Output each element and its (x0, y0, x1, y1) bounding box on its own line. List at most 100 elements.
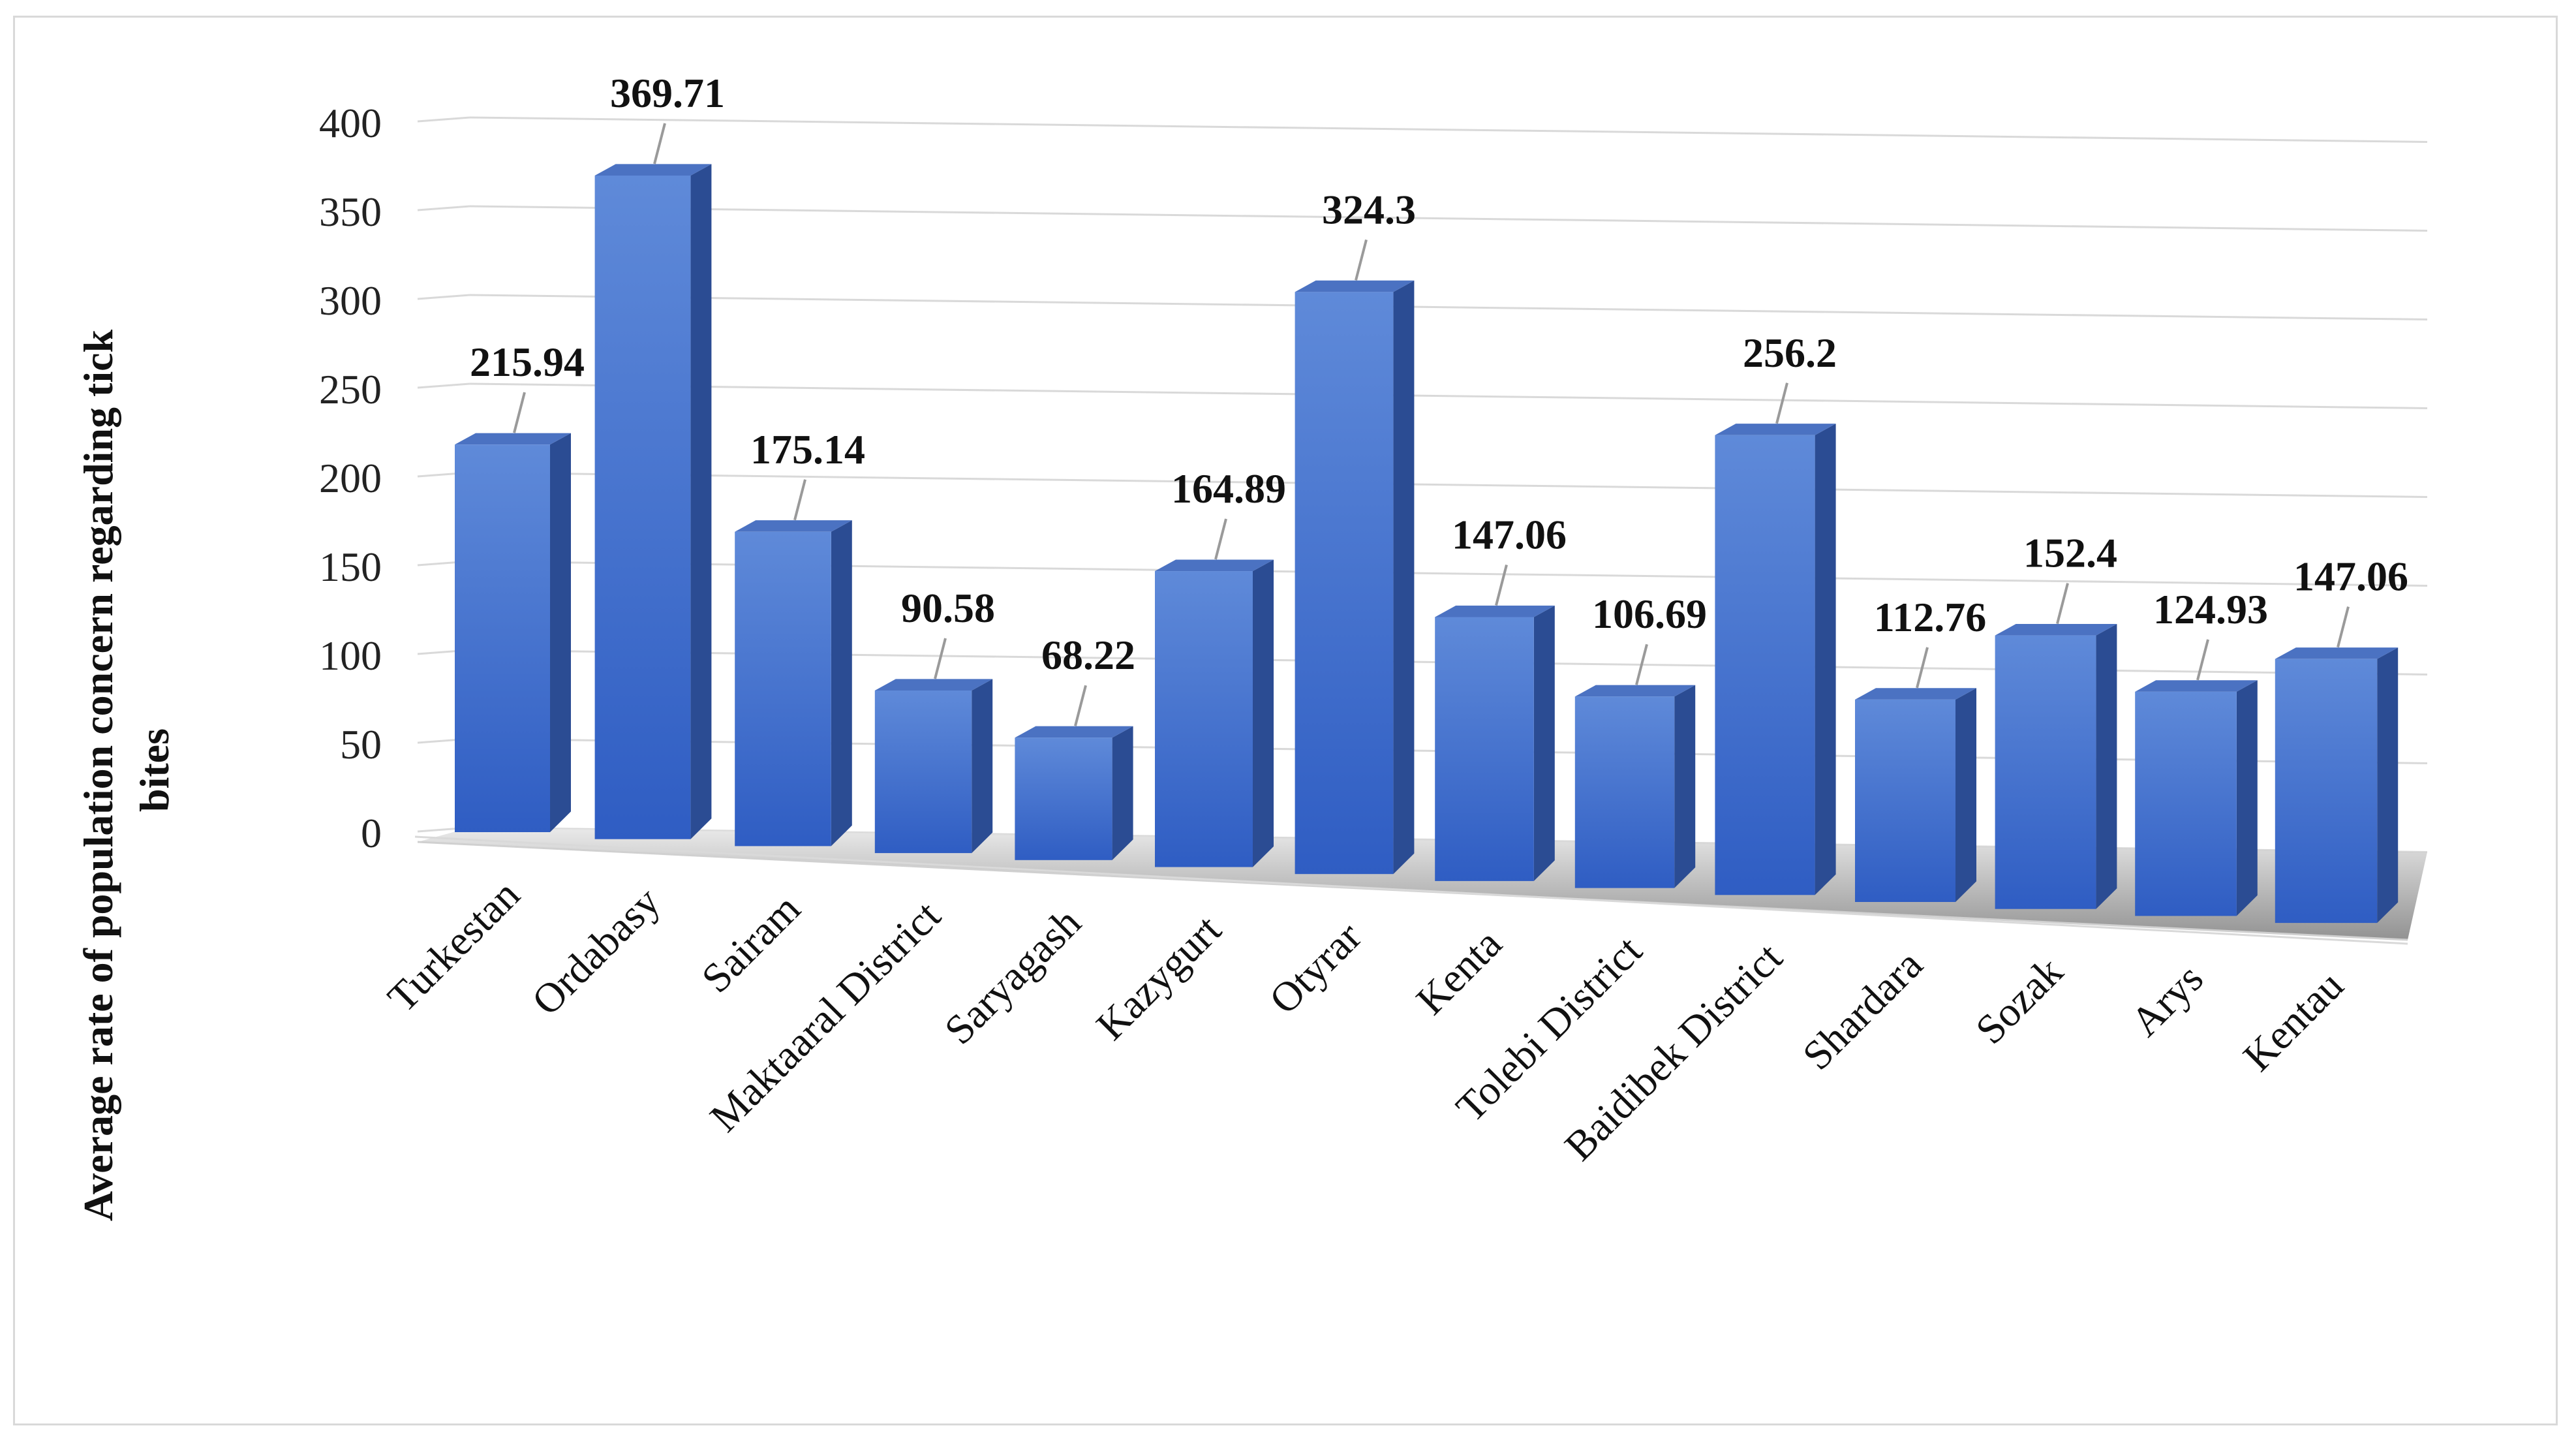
leader-line (2056, 583, 2069, 625)
bar-side (2236, 680, 2258, 916)
data-label: 175.14 (750, 426, 865, 473)
x-tick-label: Saryagash (936, 899, 1090, 1053)
leader-line (2196, 639, 2209, 681)
bar-top (2275, 647, 2399, 659)
bar-side (2377, 647, 2399, 924)
y-tick-label: 200 (319, 455, 382, 501)
bar (1855, 688, 1976, 902)
data-label: 324.3 (1322, 186, 1416, 232)
x-tick-label: Kentau (2234, 962, 2352, 1080)
bar-front (1715, 435, 1815, 895)
gridline (469, 294, 2428, 320)
bar-front (1295, 292, 1394, 875)
chart-floor (414, 828, 2427, 945)
bar (1995, 624, 2117, 909)
leader-line (793, 479, 806, 521)
bar (1155, 559, 1274, 867)
bar (1435, 605, 1555, 881)
leader-line (653, 123, 666, 164)
data-label: 369.71 (610, 70, 725, 116)
bar-top (1295, 280, 1415, 292)
bar-side (1253, 559, 1274, 867)
y-tick-label: 300 (319, 277, 382, 324)
chart-frame (13, 16, 2558, 1425)
bar-front (1574, 696, 1675, 888)
bar-front (2275, 659, 2378, 924)
bar (1715, 424, 1836, 895)
data-label: 90.58 (901, 585, 995, 631)
bar-side (690, 164, 712, 839)
data-label: 124.93 (2153, 586, 2268, 632)
bars (455, 164, 2399, 924)
bar-top (2135, 680, 2258, 692)
x-tick-label: Kazygurt (1087, 906, 1230, 1049)
bar-side (1674, 685, 1696, 888)
bar-side (550, 433, 571, 832)
y-tick-label: 400 (319, 100, 382, 146)
x-tick-label: Shardara (1794, 941, 1931, 1079)
gridline (469, 382, 2428, 409)
leader-line (1074, 685, 1087, 726)
bar (874, 679, 993, 854)
data-label: 256.2 (1743, 330, 1837, 376)
data-labels: 215.94 369.71 175.14 90.58 68.22 164.89 324.3 1… (470, 70, 2408, 678)
gridlines (417, 116, 2428, 853)
leader-line (1495, 564, 1508, 606)
gridline (469, 116, 2428, 143)
leader-line (934, 638, 947, 679)
bar-front (2135, 691, 2237, 916)
bar-front (735, 531, 831, 847)
y-axis-title-line-2: bites (131, 728, 177, 812)
bar-front (1015, 738, 1112, 860)
x-tick-label: Otyrar (1261, 913, 1370, 1023)
bar-side (1955, 688, 1976, 902)
bar-side (1533, 605, 1555, 881)
bar-side (1112, 726, 1133, 860)
bar-top (594, 164, 712, 176)
data-label-leaders (513, 123, 2350, 726)
bar-front (455, 444, 550, 832)
bar-top (1155, 559, 1274, 572)
bar (2135, 680, 2258, 916)
bar-top (1855, 688, 1976, 700)
bar-top (1995, 624, 2117, 636)
x-tick-label: Sozak (1967, 948, 2072, 1053)
bar (594, 164, 712, 839)
data-label: 215.94 (470, 339, 585, 385)
leader-line (1355, 239, 1368, 281)
bar-front (594, 175, 691, 839)
leader-line (2337, 606, 2350, 648)
data-label: 152.4 (2023, 530, 2117, 576)
gridline-side (417, 294, 470, 300)
gridline-side (417, 116, 470, 123)
gridline-side (417, 382, 470, 389)
bar (1574, 685, 1696, 888)
data-label: 106.69 (1592, 591, 1707, 637)
y-tick-label: 0 (361, 810, 382, 856)
bar (1015, 726, 1133, 860)
y-tick-label: 350 (319, 189, 382, 235)
bar-top (455, 433, 571, 445)
data-label: 147.06 (2293, 553, 2408, 600)
y-tick-label: 150 (319, 544, 382, 590)
x-tick-label: Kenta (1407, 920, 1510, 1023)
y-tick-label: 50 (340, 721, 382, 768)
bar-front (1995, 635, 2096, 909)
leader-line (1775, 382, 1788, 424)
x-tick-label: Turkestan (378, 871, 529, 1021)
bar-side (1393, 280, 1415, 875)
data-label: 68.22 (1041, 632, 1135, 678)
y-axis-title-line-1: Average rate of population concern regar… (75, 329, 121, 1221)
gridline (469, 471, 2428, 498)
bar-front (874, 691, 972, 854)
bar-top (1015, 726, 1133, 738)
data-label: 112.76 (1874, 594, 1986, 640)
leader-line (1635, 644, 1648, 685)
bar-top (735, 520, 852, 532)
gridline-side (417, 205, 470, 211)
floor-plane (418, 828, 2427, 940)
bar-side (972, 679, 993, 854)
bar-top (1435, 605, 1555, 617)
floor-baseline (414, 835, 2408, 945)
